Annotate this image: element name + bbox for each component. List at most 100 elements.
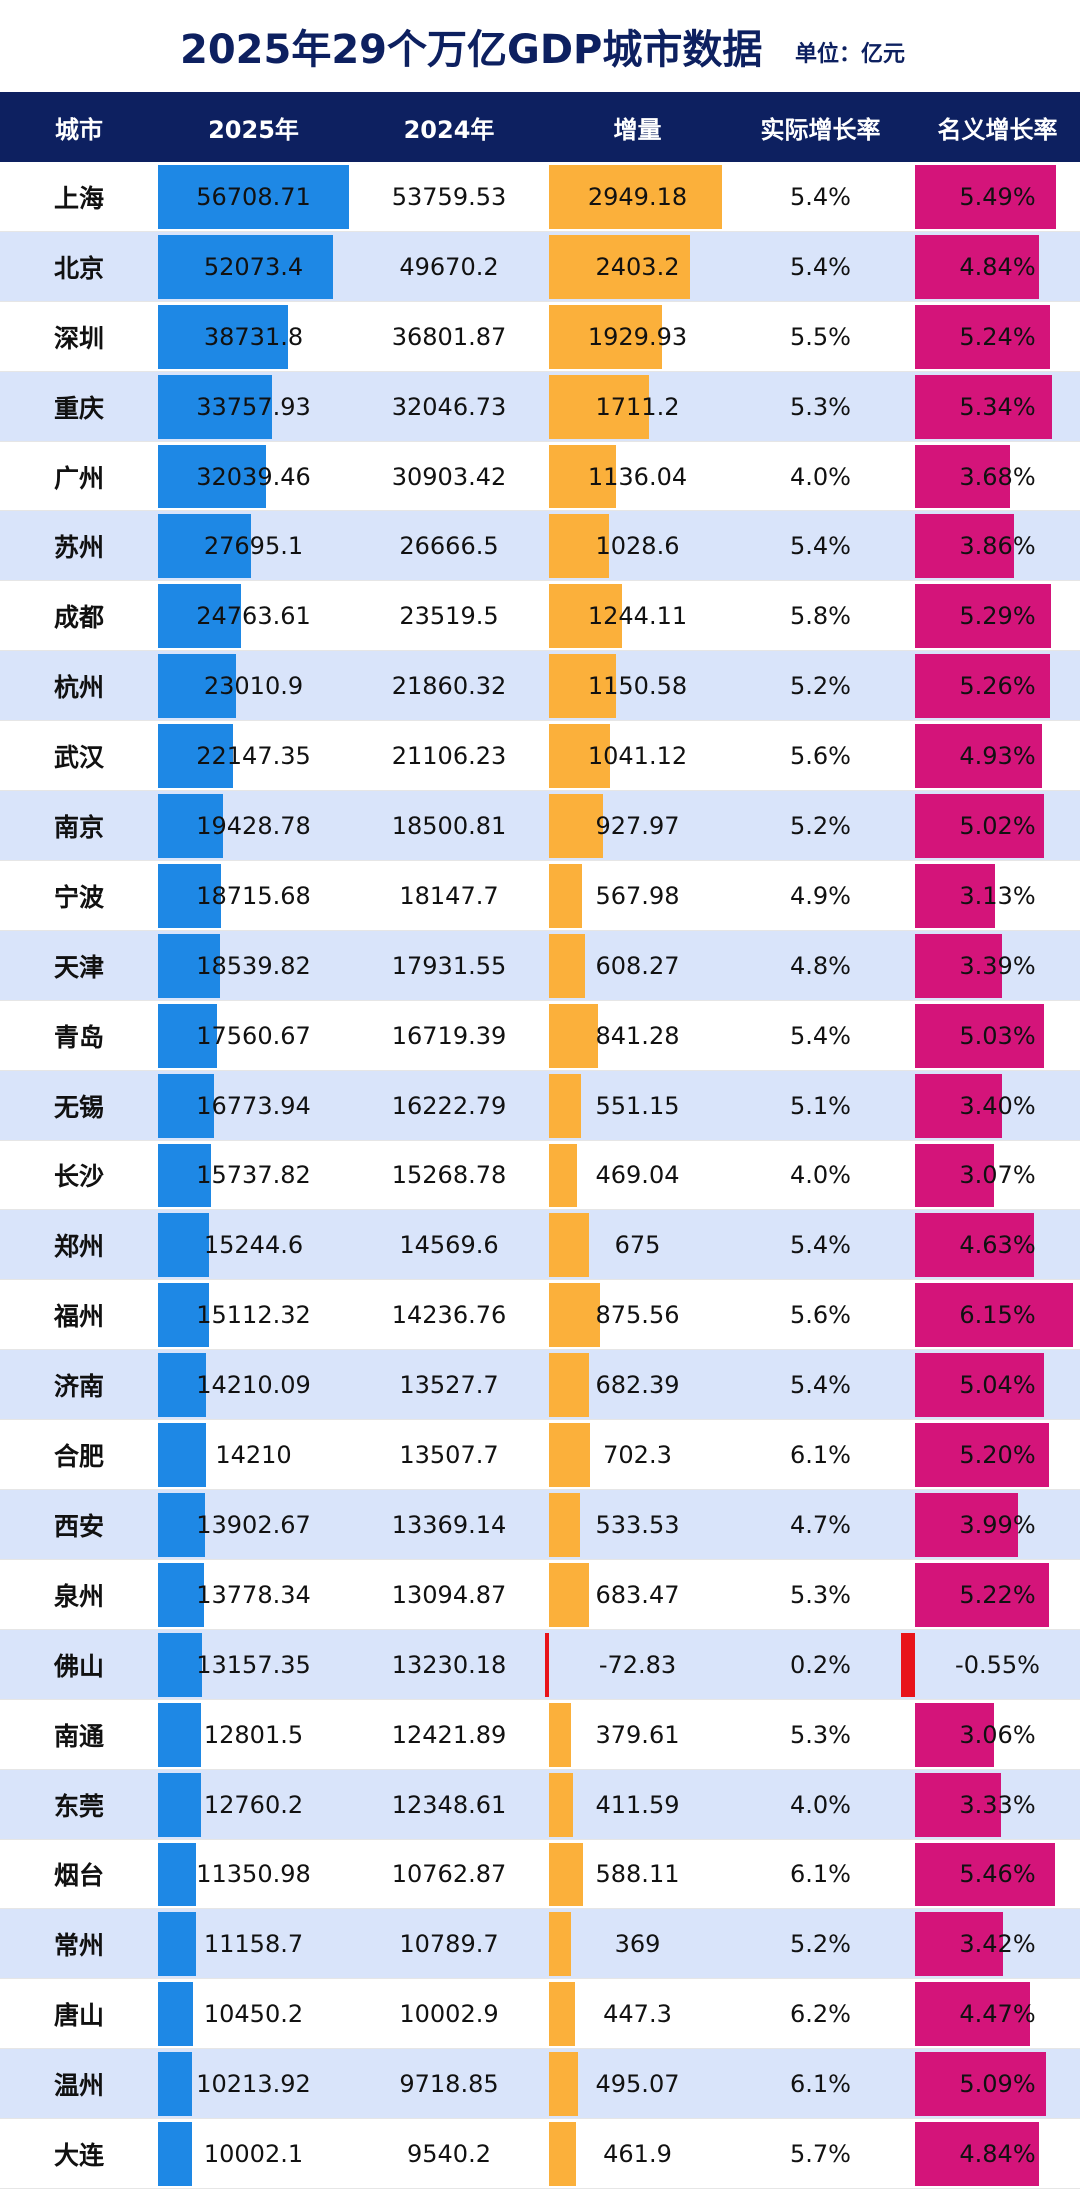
city-name: 武汉 [53, 743, 104, 773]
cell-value: 4.47% [959, 2000, 1036, 2029]
data-bar [158, 1702, 202, 1767]
city-name: 南通 [53, 1721, 104, 1751]
data-bar [549, 724, 611, 789]
data-bar [158, 933, 221, 998]
city-name: 常州 [53, 1931, 104, 1961]
cell-value: 4.93% [959, 742, 1036, 771]
data-bar [158, 1353, 206, 1418]
cell-value: 10450.2 [203, 2000, 304, 2029]
data-bar [158, 1772, 201, 1837]
cell-value: 14210.09 [196, 1371, 311, 1400]
city-name: 上海 [53, 183, 104, 213]
cell-value: 841.28 [595, 1021, 680, 1050]
cell-value: 5.4% [790, 182, 851, 211]
data-bar [915, 1982, 1030, 2047]
cell-value: 5.8% [790, 602, 851, 631]
data-bar [158, 1982, 194, 2047]
cell-value: 5.20% [959, 1441, 1036, 1470]
data-bar [915, 1702, 994, 1767]
data-bar [915, 724, 1042, 789]
cell-value: 14210 [215, 1441, 292, 1470]
data-bar [158, 2122, 192, 2186]
cell-value: 21860.32 [391, 672, 507, 701]
cell-value: 702.3 [603, 1441, 672, 1470]
title: 2025年29个万亿GDP城市数据 [180, 27, 763, 73]
cell-value: 13157.35 [196, 1650, 311, 1679]
cell-value: 13507.7 [399, 1441, 499, 1470]
cell-value: 5.22% [959, 1580, 1036, 1609]
cell-value: 675 [614, 1231, 661, 1260]
column-header: 2024年 [403, 115, 495, 144]
cell-value: 21106.23 [391, 742, 507, 771]
data-bar [158, 234, 334, 299]
cell-value: 52073.4 [203, 252, 304, 281]
data-bar [915, 863, 996, 928]
cell-value: 1028.6 [595, 532, 680, 561]
cell-value: 3.40% [959, 1091, 1036, 1120]
cell-value: 5.4% [790, 252, 851, 281]
cell-value: 18147.7 [399, 881, 499, 910]
cell-value: 5.34% [959, 392, 1036, 421]
data-bar [549, 1493, 581, 1557]
cell-value: 12348.61 [391, 1790, 507, 1819]
cell-value: 22147.35 [196, 742, 311, 771]
data-bar [158, 2052, 193, 2117]
cell-value: 14569.6 [399, 1231, 499, 1260]
cell-value: 5.02% [959, 812, 1036, 840]
city-name: 广州 [53, 463, 104, 493]
cell-value: 369 [614, 1930, 661, 1959]
cell-value: 495.07 [595, 2070, 680, 2099]
cell-value: 15112.32 [196, 1301, 311, 1330]
cell-value: 4.0% [790, 1790, 851, 1819]
cell-value: 11350.98 [196, 1860, 311, 1889]
cell-value: 15244.6 [203, 1231, 304, 1260]
cell-value: 5.6% [790, 1301, 851, 1330]
data-bar [158, 374, 272, 439]
city-name: 合肥 [53, 1442, 104, 1472]
city-name: 福州 [53, 1302, 104, 1332]
cell-value: 5.26% [959, 672, 1036, 701]
cell-value: 53759.53 [391, 182, 507, 211]
cell-value: 3.33% [959, 1790, 1036, 1819]
cell-value: 6.15% [959, 1301, 1036, 1330]
cell-value: 5.2% [790, 672, 851, 701]
data-bar [158, 863, 222, 928]
data-bar [549, 1283, 601, 1348]
cell-value: 10002.9 [399, 2000, 499, 2029]
data-bar [549, 1702, 572, 1767]
cell-value: 4.0% [790, 462, 851, 491]
cell-value: 5.1% [790, 1091, 851, 1120]
data-bar [158, 1003, 218, 1068]
header-row [0, 92, 1080, 162]
cell-value: 608.27 [595, 951, 680, 980]
cell-value: 49670.2 [399, 252, 499, 281]
cell-value: 875.56 [595, 1301, 680, 1330]
cell-value: 1150.58 [587, 672, 688, 701]
cell-value: 5.49% [959, 182, 1036, 211]
cell-value: 447.3 [603, 2000, 672, 2029]
city-name: 青岛 [53, 1022, 104, 1052]
cell-value: 1929.93 [587, 322, 688, 351]
cell-value: 5.04% [959, 1371, 1036, 1400]
data-bar [549, 1213, 589, 1278]
cell-value: 26666.5 [399, 532, 499, 561]
data-bar [549, 514, 610, 579]
data-bar [915, 1772, 1001, 1837]
cell-value: 5.6% [790, 742, 851, 771]
data-bar [549, 863, 583, 928]
cell-value: 5.5% [790, 322, 851, 351]
cell-value: 6.2% [790, 2000, 851, 2029]
cell-value: 4.84% [959, 252, 1036, 281]
data-bar [158, 794, 224, 858]
data-bar [158, 724, 233, 789]
city-name: 泉州 [53, 1581, 104, 1611]
data-bar [549, 654, 617, 719]
city-name: 佛山 [53, 1651, 104, 1681]
data-bar [549, 374, 650, 439]
cell-value: 13527.7 [399, 1371, 499, 1400]
cell-value: 17931.55 [391, 951, 507, 980]
cell-value: 4.0% [790, 1161, 851, 1190]
cell-value: 13230.18 [391, 1650, 507, 1679]
city-name: 宁波 [53, 882, 104, 912]
cell-value: 683.47 [595, 1580, 680, 1609]
